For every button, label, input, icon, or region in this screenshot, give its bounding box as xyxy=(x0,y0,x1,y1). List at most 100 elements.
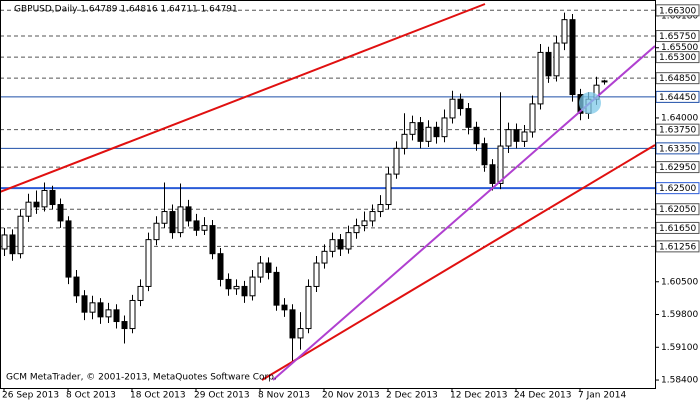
candle-body xyxy=(473,126,480,145)
candle-body xyxy=(489,164,496,184)
candle-body xyxy=(545,51,552,77)
candle-body xyxy=(209,225,216,255)
candle-body xyxy=(425,126,432,142)
candle-body xyxy=(185,206,192,222)
candle-body xyxy=(113,309,120,323)
candle-body xyxy=(481,143,488,166)
candle-body xyxy=(329,239,336,252)
candle-body xyxy=(297,328,304,339)
candle-body xyxy=(65,220,72,278)
level-label: 1.63350 xyxy=(659,144,696,154)
level-label: 1.62950 xyxy=(659,163,696,173)
candle-body xyxy=(161,211,168,224)
candle-body xyxy=(321,250,328,264)
x-tick-label: 18 Oct 2013 xyxy=(130,391,186,401)
level-lines xyxy=(0,9,655,247)
copyright: GCM MetaTrader, © 2001-2013, MetaQuotes … xyxy=(6,373,277,383)
highlight-circle xyxy=(579,92,601,114)
candle-body xyxy=(57,204,64,222)
candle-body xyxy=(153,222,160,241)
level-label: 1.61256 xyxy=(659,242,696,252)
candle-body xyxy=(17,215,24,255)
candle-body xyxy=(369,211,376,222)
candle-body xyxy=(401,133,408,149)
candle-body xyxy=(281,304,288,311)
candle-body xyxy=(225,278,232,290)
candle-body xyxy=(433,126,440,138)
x-tick-label: 26 Sep 2013 xyxy=(2,391,59,401)
candle-body xyxy=(377,204,384,213)
level-label: 1.62050 xyxy=(659,205,696,215)
candle-body xyxy=(353,225,360,234)
candle-body xyxy=(553,42,560,77)
trend-line-upper xyxy=(0,3,486,193)
candle-body xyxy=(305,285,312,330)
level-label: 1.64450 xyxy=(659,93,696,103)
candle-body xyxy=(129,299,136,330)
x-tick-label: 7 Jan 2014 xyxy=(578,391,626,401)
x-tick-label: 12 Dec 2013 xyxy=(450,391,508,401)
y-tick-label: 1.59800 xyxy=(661,310,698,320)
candle-body xyxy=(177,206,184,234)
candle-body xyxy=(49,189,56,206)
candle-body xyxy=(89,302,96,313)
level-label: 1.61650 xyxy=(659,224,696,234)
y-tick-label: 1.60500 xyxy=(661,277,698,287)
x-tick-label: 8 Oct 2013 xyxy=(66,391,116,401)
candle-body xyxy=(497,145,504,184)
candle-body xyxy=(537,51,544,105)
level-label: 1.65300 xyxy=(659,53,696,63)
candle-body xyxy=(465,108,472,128)
candle-body xyxy=(33,201,40,208)
candle-body xyxy=(121,321,128,330)
plot-frame xyxy=(0,0,656,389)
candles xyxy=(1,12,608,362)
candle-body xyxy=(393,147,400,175)
candle-body xyxy=(273,271,280,306)
y-tick-label: 1.64000 xyxy=(661,113,698,123)
y-tick-label: 1.59100 xyxy=(661,343,698,353)
candle-body xyxy=(105,309,112,318)
candle-body xyxy=(193,220,200,231)
candle-body xyxy=(257,262,264,278)
candle-body xyxy=(529,103,536,133)
candle-body xyxy=(417,122,424,142)
x-tick-label: 2 Dec 2013 xyxy=(386,391,438,401)
trend-line-lower xyxy=(261,144,656,381)
candle-body xyxy=(25,201,32,217)
x-tick-label: 20 Nov 2013 xyxy=(322,391,380,401)
candle-body xyxy=(289,309,296,339)
x-tick-label: 24 Dec 2013 xyxy=(514,391,572,401)
candle-body xyxy=(441,117,448,138)
candle-body xyxy=(1,234,8,250)
candle-body xyxy=(249,276,256,297)
candle-body xyxy=(505,129,512,147)
candle-body xyxy=(41,189,48,208)
level-label: 1.66300 xyxy=(659,6,696,16)
candle-body xyxy=(513,129,520,142)
y-tick-label: 1.58400 xyxy=(661,376,698,386)
candle-body xyxy=(345,232,352,250)
candle-body xyxy=(73,276,80,297)
candle-body xyxy=(233,285,240,290)
candle-body xyxy=(265,262,272,273)
level-label: 1.65750 xyxy=(659,32,696,42)
candle-body xyxy=(361,220,368,227)
candle-body xyxy=(561,19,568,44)
candle-body xyxy=(337,239,344,250)
candle-body xyxy=(521,131,528,142)
level-label: 1.62500 xyxy=(659,184,696,194)
candle-body xyxy=(81,295,88,313)
candle-body xyxy=(9,234,16,255)
candle-body xyxy=(449,98,456,119)
candle-body xyxy=(313,262,320,287)
y-tick-label: 1.66180 xyxy=(661,11,698,21)
candle-body xyxy=(569,19,576,96)
level-label: 1.63750 xyxy=(659,126,696,136)
level-label: 1.64850 xyxy=(659,74,696,84)
candle-body xyxy=(385,173,392,206)
candle-body xyxy=(97,302,104,318)
candle-body xyxy=(137,285,144,301)
